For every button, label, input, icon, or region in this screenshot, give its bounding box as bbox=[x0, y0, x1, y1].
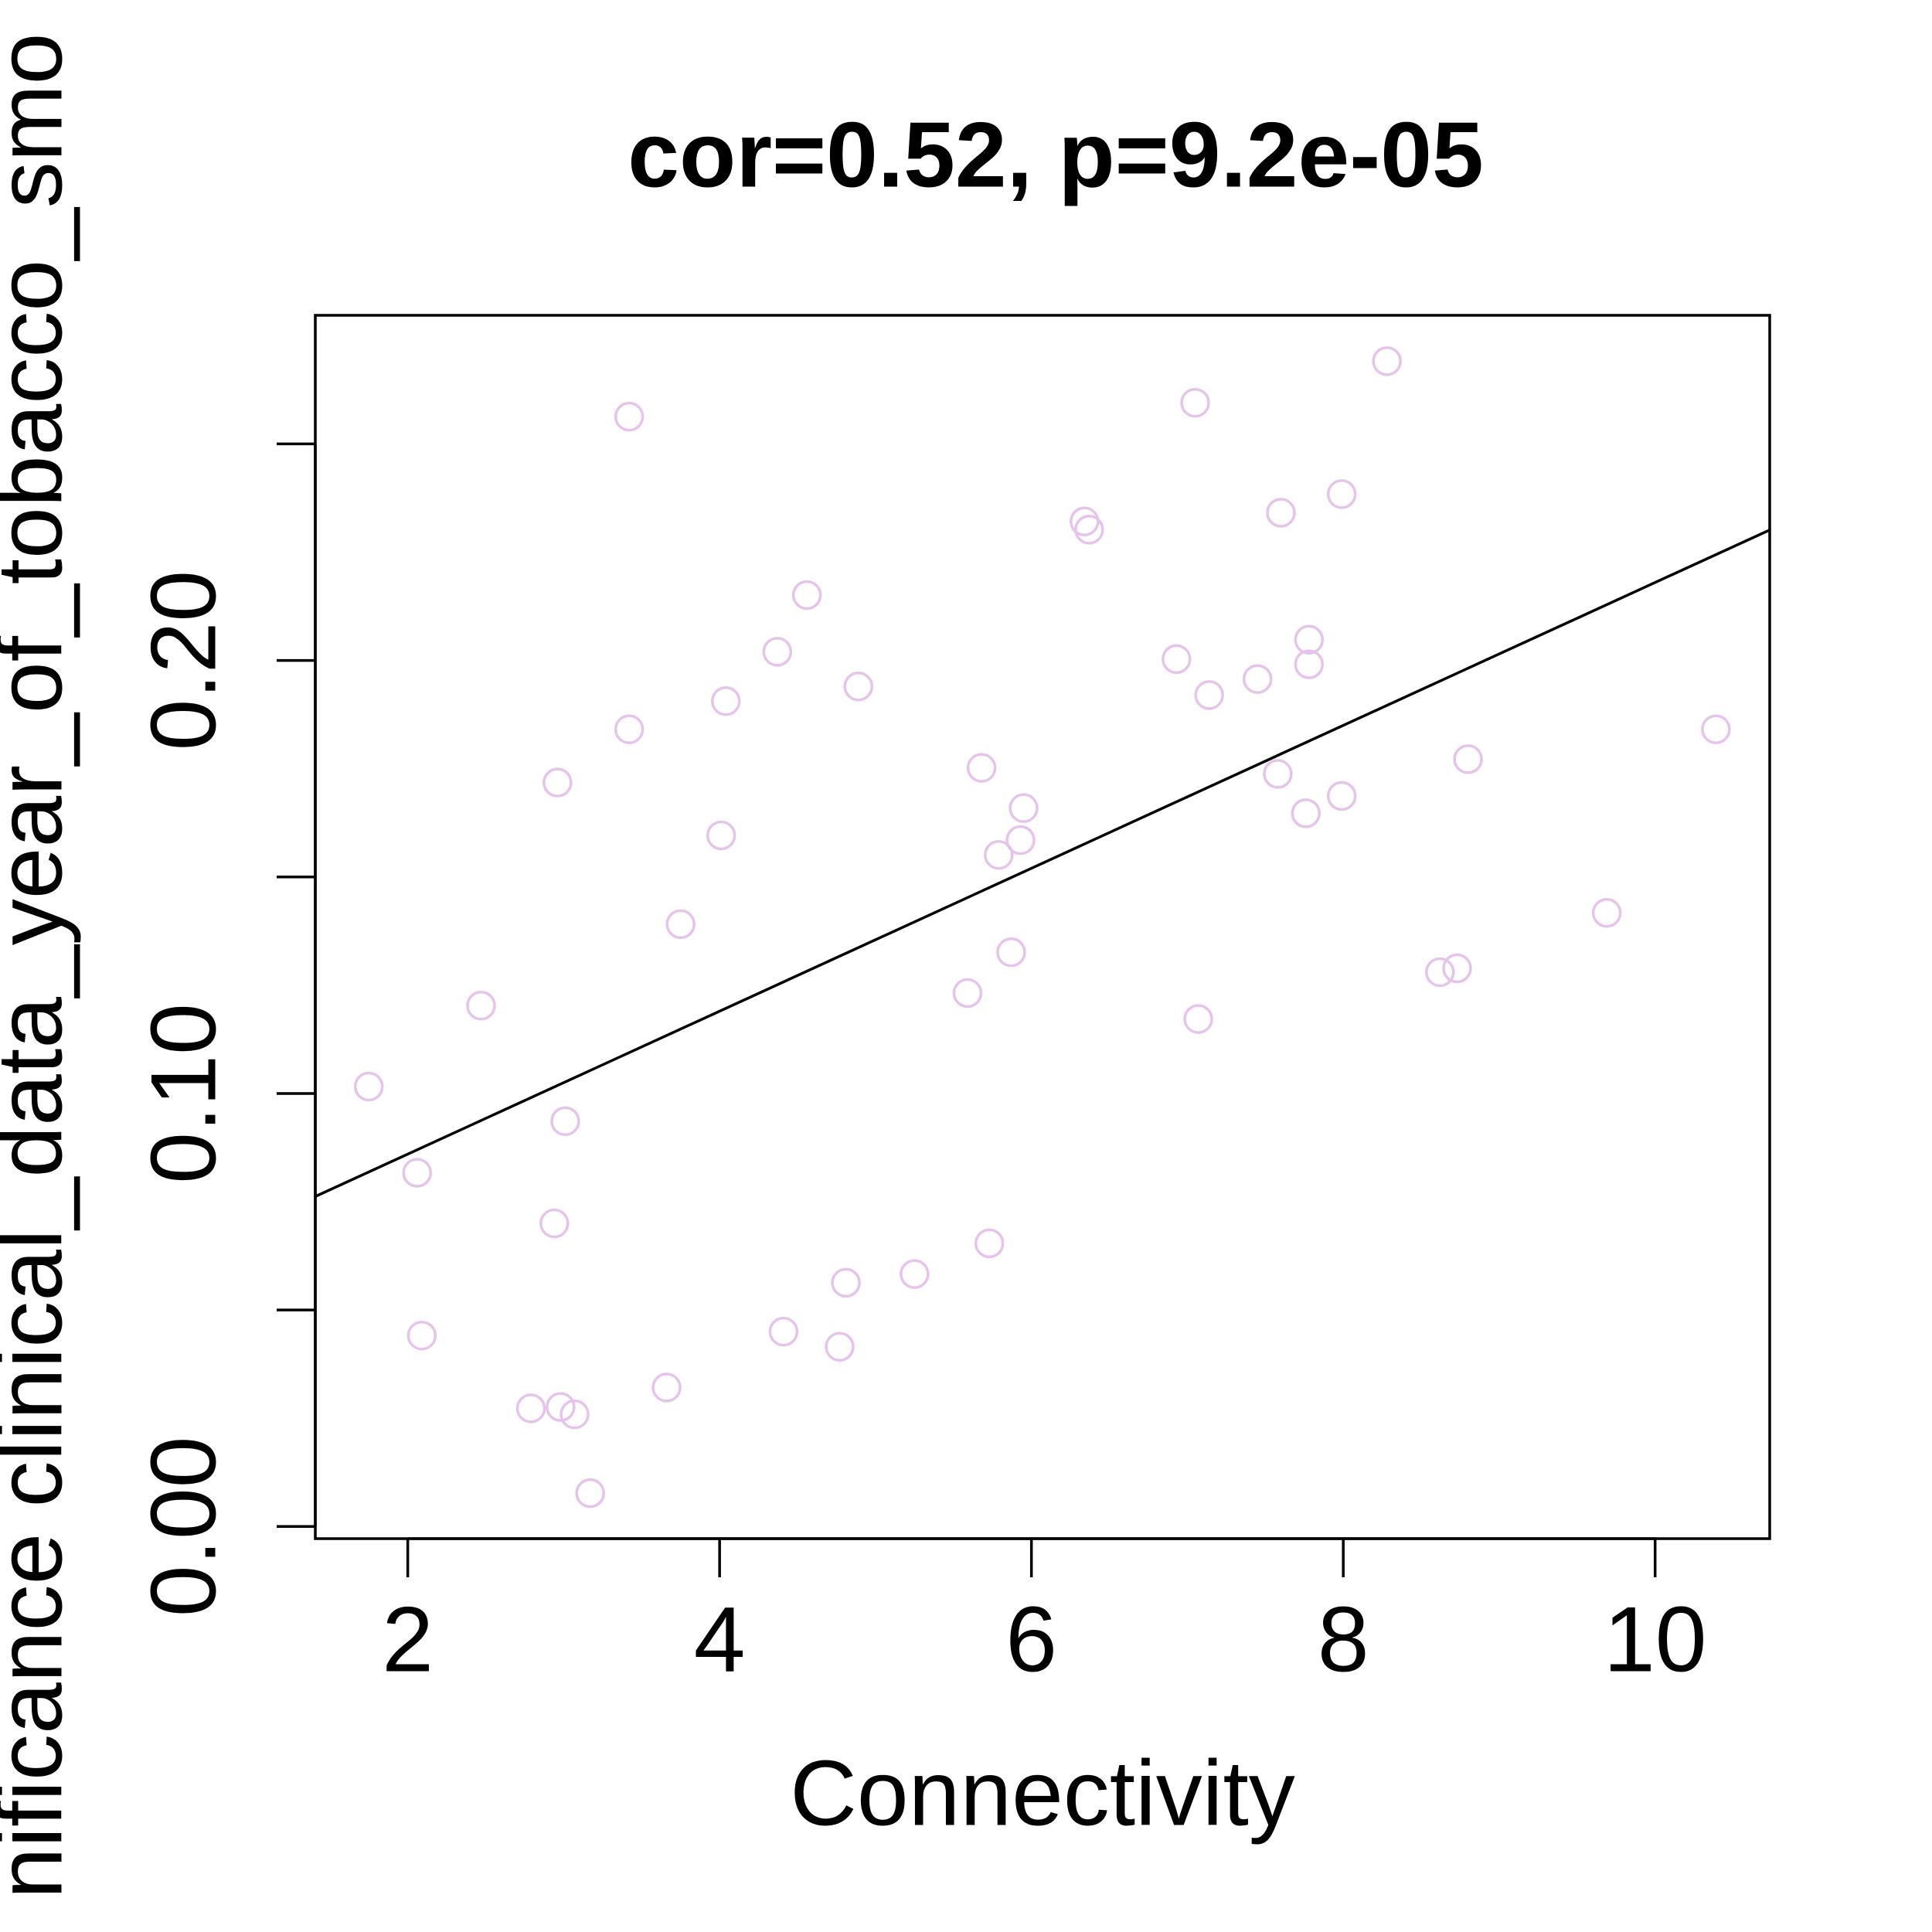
point bbox=[1291, 798, 1321, 828]
point bbox=[952, 978, 983, 1009]
point bbox=[706, 820, 736, 851]
point bbox=[402, 1158, 432, 1188]
point bbox=[1294, 624, 1325, 655]
point bbox=[1005, 825, 1036, 855]
point bbox=[831, 1267, 861, 1298]
point bbox=[651, 1372, 682, 1403]
x-tick-label: 10 bbox=[1604, 1588, 1706, 1692]
x-tick-label: 2 bbox=[382, 1588, 434, 1692]
point bbox=[768, 1316, 799, 1347]
point bbox=[1591, 898, 1622, 928]
point bbox=[996, 937, 1026, 968]
point bbox=[762, 637, 793, 667]
point bbox=[1326, 781, 1357, 811]
point bbox=[543, 767, 573, 798]
point bbox=[546, 1392, 576, 1422]
point bbox=[825, 1332, 855, 1362]
point bbox=[1074, 515, 1104, 545]
point bbox=[900, 1259, 930, 1289]
point bbox=[665, 909, 696, 940]
point bbox=[614, 714, 645, 744]
point bbox=[406, 1320, 437, 1351]
y-tick-label: 0.20 bbox=[132, 570, 236, 751]
x-tick-label: 4 bbox=[694, 1588, 746, 1692]
y-tick-label: 0.10 bbox=[132, 1003, 236, 1184]
point bbox=[710, 686, 741, 716]
point bbox=[1701, 714, 1731, 744]
point bbox=[1009, 793, 1039, 823]
point bbox=[1326, 479, 1357, 509]
point bbox=[1425, 957, 1455, 988]
point bbox=[1194, 680, 1224, 710]
point bbox=[984, 839, 1014, 870]
point bbox=[1242, 664, 1273, 694]
point bbox=[550, 1106, 580, 1137]
point bbox=[966, 753, 997, 783]
point bbox=[1266, 498, 1296, 528]
point bbox=[843, 671, 873, 702]
point bbox=[539, 1208, 570, 1239]
point bbox=[1442, 953, 1472, 984]
point bbox=[1070, 506, 1100, 536]
plot-frame bbox=[314, 314, 1771, 1540]
x-tick-label: 8 bbox=[1318, 1588, 1369, 1692]
chart-title: cor=0.52, p=9.2e-05 bbox=[628, 104, 1483, 207]
point bbox=[614, 401, 645, 432]
point bbox=[1294, 649, 1325, 679]
point bbox=[560, 1399, 590, 1430]
point bbox=[974, 1228, 1005, 1259]
point bbox=[1162, 644, 1192, 675]
x-tick-label: 6 bbox=[1005, 1588, 1057, 1692]
point bbox=[1453, 744, 1483, 774]
point bbox=[1372, 346, 1402, 376]
point bbox=[353, 1071, 384, 1102]
trend-line bbox=[315, 529, 1770, 1198]
point bbox=[1263, 759, 1293, 789]
x-axis-label: Connectivity bbox=[790, 1742, 1295, 1845]
point bbox=[466, 990, 496, 1021]
y-axis-label: nificance clinical_data_year_of_tobacco_… bbox=[0, 33, 82, 1900]
point bbox=[575, 1478, 605, 1509]
point bbox=[1183, 1004, 1213, 1034]
point bbox=[515, 1393, 546, 1423]
point bbox=[791, 580, 822, 611]
y-tick-label: 0.00 bbox=[132, 1437, 236, 1617]
point bbox=[1180, 387, 1210, 418]
